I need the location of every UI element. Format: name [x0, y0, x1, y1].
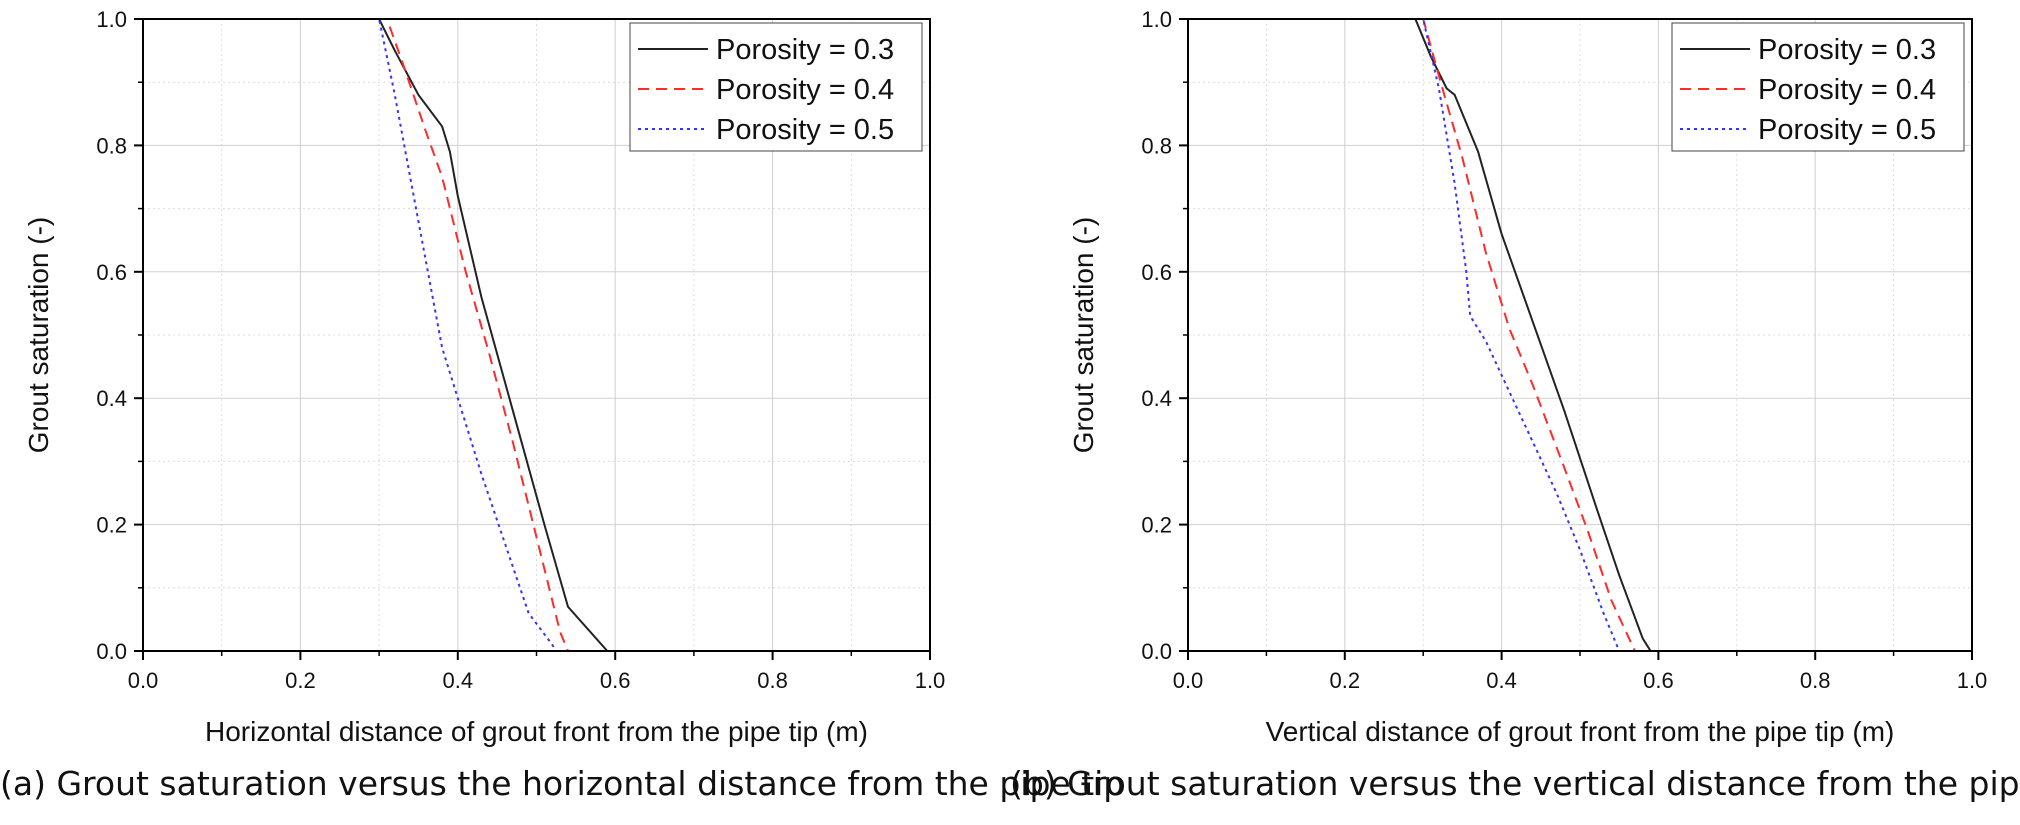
legend-box — [1671, 22, 1965, 152]
x-tick-label: 0.8 — [1800, 668, 1831, 693]
y-tick-label: 0.0 — [96, 639, 127, 664]
y-tick-label: 0.4 — [96, 386, 127, 411]
x-tick-label: 0.2 — [1330, 668, 1361, 693]
legend-label: Porosity = 0.5 — [1758, 114, 1936, 146]
x-tick-label: 0.4 — [443, 668, 474, 693]
y-tick-label: 0.4 — [1141, 386, 1172, 411]
series-line-porosity-0.3 — [143, 18, 930, 652]
chart-horizontal-distance: 0.0 0.2 0.4 0.6 0.8 1.0 0.0 0.2 0.4 0.6 0.8 1.0 Hori… — [23, 7, 946, 747]
y-tick-label: 0.0 — [1141, 639, 1172, 664]
y-axis-label: Grout saturation (-) — [23, 217, 54, 454]
series-line-porosity-0.5 — [1188, 18, 1972, 652]
legend-label: Porosity = 0.4 — [716, 74, 894, 106]
series-line-porosity-0.3 — [1188, 18, 1972, 652]
x-tick-label: 0.6 — [600, 668, 631, 693]
chart-panel-vertical: 0.0 0.2 0.4 0.6 0.8 1.0 0.0 0.2 0.4 0.6 0.8 1.0 Vert… — [1010, 0, 2020, 825]
y-axis-label: Grout saturation (-) — [1068, 217, 1099, 454]
figure-caption: (a) Grout saturation versus the horizont… — [0, 764, 1125, 803]
x-axis-label: Vertical distance of grout front from th… — [1266, 716, 1895, 747]
y-tick-label: 0.6 — [96, 260, 127, 285]
y-tick-label: 0.8 — [1141, 133, 1172, 158]
chart-panel-horizontal: 0.0 0.2 0.4 0.6 0.8 1.0 0.0 0.2 0.4 0.6 0.8 1.0 Hori… — [0, 7, 1125, 803]
figure-caption: (b) Grout saturation versus the vertical… — [1010, 764, 2020, 803]
x-tick-label: 1.0 — [1957, 668, 1988, 693]
series-line-porosity-0.5 — [143, 18, 930, 652]
legend-label: Porosity = 0.3 — [1758, 34, 1936, 66]
y-tick-label: 1.0 — [1141, 7, 1172, 32]
x-tick-label: 0.8 — [757, 668, 788, 693]
x-tick-label: 0.0 — [1173, 668, 1204, 693]
series-line-porosity-0.4 — [1188, 18, 1972, 652]
legend-label: Porosity = 0.4 — [1758, 74, 1936, 106]
y-tick-label: 0.2 — [96, 513, 127, 538]
x-tick-label: 0.2 — [285, 668, 316, 693]
y-tick-label: 0.6 — [1141, 260, 1172, 285]
x-tick-label: 0.6 — [1643, 668, 1674, 693]
chart-vertical-distance: 0.0 0.2 0.4 0.6 0.8 1.0 0.0 0.2 0.4 0.6 0.8 1.0 Vert… — [1068, 7, 1988, 747]
x-tick-label: 0.0 — [128, 668, 159, 693]
y-tick-label: 1.0 — [96, 7, 127, 32]
series-line-porosity-0.4 — [143, 18, 930, 652]
x-axis-label: Horizontal distance of grout front from … — [205, 716, 868, 747]
legend-label: Porosity = 0.5 — [716, 114, 894, 146]
legend-label: Porosity = 0.3 — [716, 34, 894, 66]
y-tick-label: 0.2 — [1141, 513, 1172, 538]
legend-box — [629, 22, 923, 152]
x-tick-label: 0.4 — [1486, 668, 1517, 693]
x-tick-label: 1.0 — [915, 668, 946, 693]
y-tick-label: 0.8 — [96, 133, 127, 158]
